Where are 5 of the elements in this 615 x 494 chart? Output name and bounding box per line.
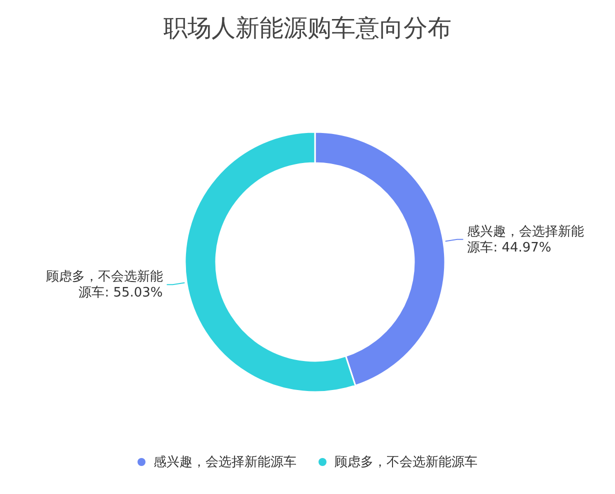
data-label: 顾虑多，不会选新能源车: 55.03%: [46, 270, 163, 301]
legend-label: 顾虑多，不会选新能源车: [334, 455, 478, 470]
legend-label: 感兴趣，会选择新能源车: [154, 455, 296, 470]
data-label: 感兴趣，会选择新能源车: 44.97%: [467, 224, 584, 256]
chart-title: 职场人新能源购车意向分布: [164, 14, 452, 42]
